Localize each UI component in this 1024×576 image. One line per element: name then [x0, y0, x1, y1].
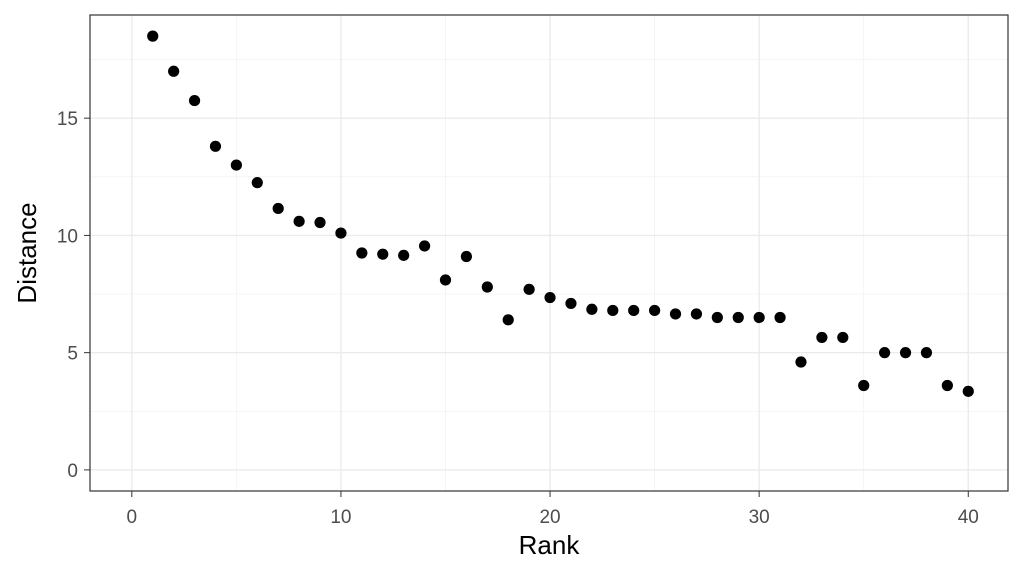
data-point — [565, 297, 577, 310]
data-point — [879, 347, 891, 359]
data-point — [502, 314, 514, 326]
y-tick-label: 5 — [67, 344, 78, 365]
data-point — [335, 227, 347, 239]
data-point — [209, 140, 222, 152]
x-axis-title: Rank — [519, 530, 581, 560]
data-point — [649, 304, 661, 317]
y-axis: 0 5 10 15 — [57, 109, 90, 482]
data-point — [628, 304, 640, 317]
x-tick-label: 30 — [749, 507, 770, 528]
data-point — [962, 385, 974, 397]
data-point — [168, 65, 180, 77]
data-point — [816, 331, 828, 344]
data-point — [669, 308, 682, 320]
data-point — [837, 331, 849, 344]
data-point — [941, 379, 953, 392]
data-point — [147, 30, 159, 42]
data-point — [544, 291, 556, 304]
data-point — [523, 283, 535, 295]
y-tick-label: 10 — [57, 226, 78, 247]
data-point — [439, 274, 452, 286]
data-point — [795, 356, 807, 368]
x-tick-label: 0 — [127, 507, 138, 528]
data-point — [314, 216, 326, 229]
data-point — [753, 311, 765, 324]
x-axis: 0 10 20 30 40 — [127, 491, 979, 528]
data-point — [920, 347, 933, 359]
data-points — [147, 30, 974, 397]
data-point — [293, 215, 305, 227]
data-point — [398, 249, 410, 261]
data-point — [272, 202, 284, 215]
y-tick-label: 15 — [57, 109, 78, 130]
x-tick-label: 20 — [539, 507, 560, 528]
data-point — [356, 247, 368, 259]
data-point — [607, 304, 619, 317]
data-point — [711, 311, 723, 324]
data-point — [899, 347, 912, 359]
data-point — [460, 250, 473, 263]
major-gridlines — [90, 15, 1008, 491]
data-point — [858, 379, 870, 392]
data-point — [690, 308, 703, 320]
y-axis-title: Distance — [12, 202, 42, 303]
data-point — [732, 311, 744, 324]
data-point — [251, 177, 263, 189]
data-point — [377, 248, 389, 260]
data-point — [774, 311, 786, 324]
x-tick-label: 10 — [330, 507, 351, 528]
data-point — [230, 159, 242, 171]
plot-panel-border — [89, 14, 1009, 492]
data-point — [188, 94, 201, 107]
data-point — [418, 240, 431, 252]
minor-gridlines — [90, 15, 1008, 491]
data-point — [586, 303, 598, 315]
data-point — [481, 281, 493, 293]
y-tick-label: 0 — [67, 461, 78, 482]
x-tick-label: 40 — [958, 507, 979, 528]
